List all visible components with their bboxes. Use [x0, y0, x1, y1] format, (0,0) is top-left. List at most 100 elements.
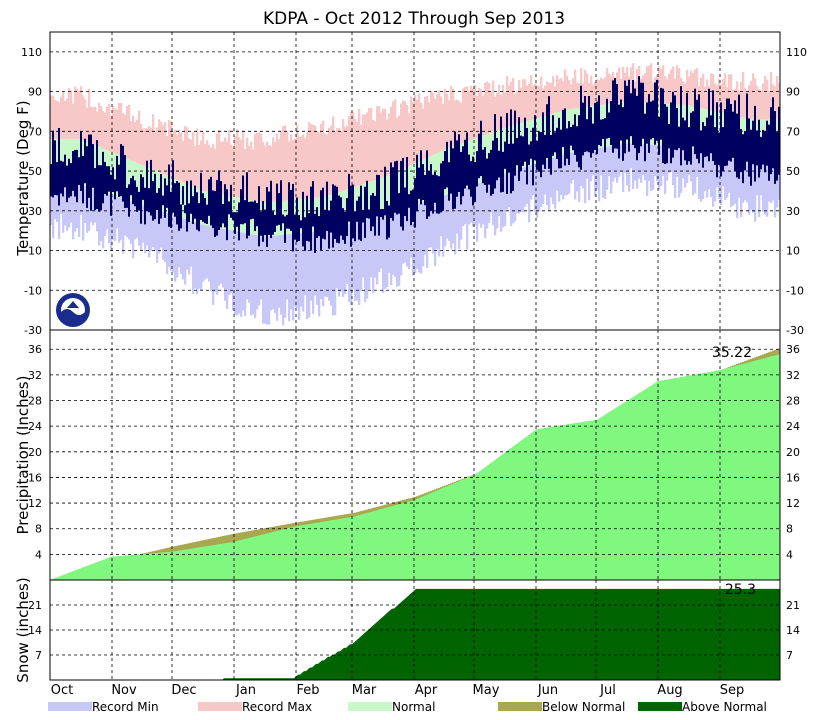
below-normal-bar: [744, 361, 747, 364]
below-normal-bar: [742, 361, 745, 365]
observed-temp-bar: [386, 200, 388, 240]
normal-band: [474, 138, 477, 185]
record-min-bar: [492, 177, 495, 226]
below-normal-bar: [410, 497, 413, 502]
record-max-bar: [344, 126, 347, 191]
observed-temp-bar: [436, 175, 438, 214]
record-min-bar: [218, 227, 221, 286]
observed-temp-bar: [142, 177, 144, 200]
observed-temp-bar: [492, 140, 494, 194]
record-min-bar: [420, 203, 423, 274]
below-normal-bar: [238, 532, 241, 541]
record-max-bar: [678, 68, 681, 105]
observed-temp-bar: [66, 165, 68, 203]
below-normal-bar: [386, 504, 389, 508]
record-max-bar: [776, 75, 779, 120]
record-max-bar: [618, 67, 621, 103]
record-min-bar: [430, 199, 433, 248]
month-label: Oct: [51, 683, 73, 698]
observed-temp-bar: [456, 140, 458, 197]
below-normal-bar: [190, 542, 193, 549]
observed-temp-bar: [90, 134, 92, 211]
record-max-bar: [226, 141, 229, 196]
observed-temp-bar: [598, 95, 600, 145]
record-min-bar: [748, 162, 751, 215]
record-max-bar: [290, 134, 293, 201]
record-min-bar: [68, 184, 71, 228]
record-max-bar: [552, 76, 555, 114]
record-min-bar: [152, 208, 155, 248]
record-min-bar: [278, 235, 281, 308]
record-min-bar: [364, 220, 367, 302]
record-min-bar: [456, 190, 459, 234]
observed-temp-bar: [490, 149, 492, 196]
observed-temp-bar: [524, 117, 526, 162]
below-normal-bar: [300, 521, 303, 526]
below-normal-bar: [250, 530, 253, 538]
record-max-bar: [520, 87, 523, 124]
observed-temp-bar: [710, 115, 712, 154]
record-min-bar: [508, 172, 511, 208]
observed-temp-bar: [406, 156, 408, 222]
observed-temp-bar: [126, 187, 128, 208]
observed-temp-bar: [306, 195, 308, 241]
observed-temp-bar: [614, 78, 616, 149]
record-min-bar: [766, 163, 769, 217]
snow-total-label: 25.3: [725, 582, 756, 598]
below-normal-bar: [458, 480, 461, 482]
legend-label: Record Max: [242, 700, 312, 714]
observed-temp-bar: [442, 160, 444, 211]
legend-swatch: [498, 702, 542, 711]
observed-temp-bar: [470, 161, 472, 197]
below-normal-bar: [764, 353, 767, 359]
observed-temp-bar: [264, 209, 266, 236]
observed-temp-bar: [64, 154, 66, 188]
observed-temp-bar: [650, 101, 652, 140]
observed-temp-bar: [128, 184, 130, 217]
record-max-bar: [506, 75, 509, 128]
temperature-axis-label: Temperature (Deg F): [14, 100, 32, 256]
precip-tick-right: 12: [786, 497, 800, 510]
below-normal-bar: [154, 550, 157, 554]
observed-temp-bar: [366, 180, 368, 219]
record-max-bar: [252, 149, 255, 201]
record-min-bar: [562, 154, 565, 200]
record-min-bar: [224, 229, 227, 301]
snow-frame: [49, 579, 781, 681]
below-normal-bar: [762, 354, 765, 359]
record-min-bar: [156, 209, 159, 263]
observed-temp-bar: [226, 189, 228, 241]
observed-temp-bar: [624, 80, 626, 154]
normal-band: [94, 145, 97, 190]
record-min-bar: [398, 210, 401, 287]
record-max-bar: [132, 115, 135, 162]
observed-temp-bar: [544, 134, 546, 169]
below-normal-bar: [176, 545, 179, 552]
record-max-bar: [662, 65, 665, 104]
observed-temp-bar: [580, 85, 582, 170]
record-min-bar: [212, 226, 215, 305]
record-max-bar: [262, 141, 265, 203]
record-min-bar: [658, 145, 661, 190]
observed-temp-bar: [204, 197, 206, 224]
observed-temp-bar: [652, 100, 654, 139]
observed-temp-bar: [392, 167, 394, 221]
observed-temp-bar: [648, 94, 650, 153]
record-max-bar: [644, 73, 647, 103]
observed-temp-bar: [766, 120, 768, 166]
record-max-bar: [598, 79, 601, 106]
record-min-bar: [612, 145, 615, 182]
observed-temp-bar: [670, 102, 672, 164]
below-normal-bar: [334, 516, 337, 520]
record-max-bar: [324, 133, 327, 197]
below-normal-bar: [446, 484, 449, 487]
record-max-bar: [306, 132, 309, 199]
below-normal-bar: [352, 513, 355, 517]
observed-temp-bar: [384, 166, 386, 216]
observed-temp-bar: [594, 102, 596, 150]
record-min-bar: [696, 149, 699, 178]
observed-temp-bar: [334, 185, 336, 239]
below-normal-bar: [414, 496, 417, 501]
record-max-bar: [228, 129, 231, 197]
